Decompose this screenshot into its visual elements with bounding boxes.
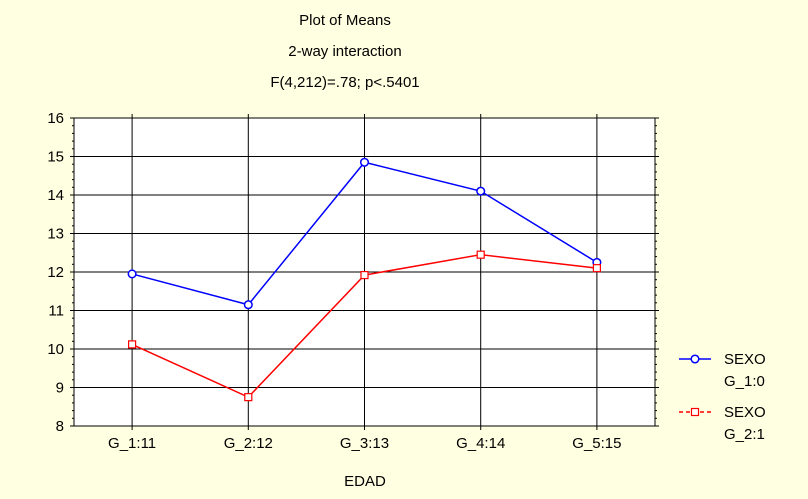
data-point-square [476,250,485,259]
y-tick-label: 15 [47,149,64,166]
data-point-circle [127,269,137,279]
x-tick-label: G_2:12 [224,435,273,452]
legend-label-line2: G_1:0 [724,373,765,390]
legend-label-line1: SEXO [724,351,766,368]
y-tick-label: 10 [47,341,64,358]
x-axis-label: EDAD [344,473,386,490]
axis-ticks [70,114,659,430]
x-tick-label: G_5:15 [572,435,621,452]
data-point-circle [243,300,253,310]
chart-annotation: F(4,212)=.78; p<.5401 [270,74,419,91]
x-tick-label: G_3:13 [340,435,389,452]
series-2 [128,250,602,402]
x-tick-label: G_4:14 [456,435,505,452]
legend-item-2: SEXO G_2:1 [679,404,766,443]
y-tick-label: 11 [48,303,64,320]
data-point-circle [359,157,370,167]
x-axis-tick-labels: G_1:11 G_2:12 G_3:13 G_4:14 G_5:15 [108,435,621,452]
data-point-square [244,393,253,402]
legend-label-line2: G_2:1 [724,426,765,443]
legend-item-1: SEXO G_1:0 [679,351,766,390]
y-tick-label: 16 [47,110,64,127]
legend: SEXO G_1:0 SEXO G_2:1 [679,351,766,443]
y-tick-label: 13 [47,226,64,243]
legend-label-line1: SEXO [724,404,766,421]
data-point-square [592,264,602,273]
y-axis-tick-labels: 8 9 10 11 12 13 14 15 16 [47,110,64,435]
x-tick-label: G_1:11 [108,435,156,452]
legend-marker-square [690,407,700,417]
series-layer [127,157,602,402]
y-tick-label: 8 [56,418,64,435]
y-tick-label: 12 [47,264,64,281]
y-tick-label: 9 [56,380,64,397]
legend-marker-circle [690,354,700,364]
chart-title: Plot of Means [299,12,391,29]
chart-subtitle: 2-way interaction [288,43,401,60]
data-point-square [360,270,369,280]
y-tick-label: 14 [47,187,64,204]
data-point-square [128,340,137,349]
data-point-circle [476,186,486,196]
